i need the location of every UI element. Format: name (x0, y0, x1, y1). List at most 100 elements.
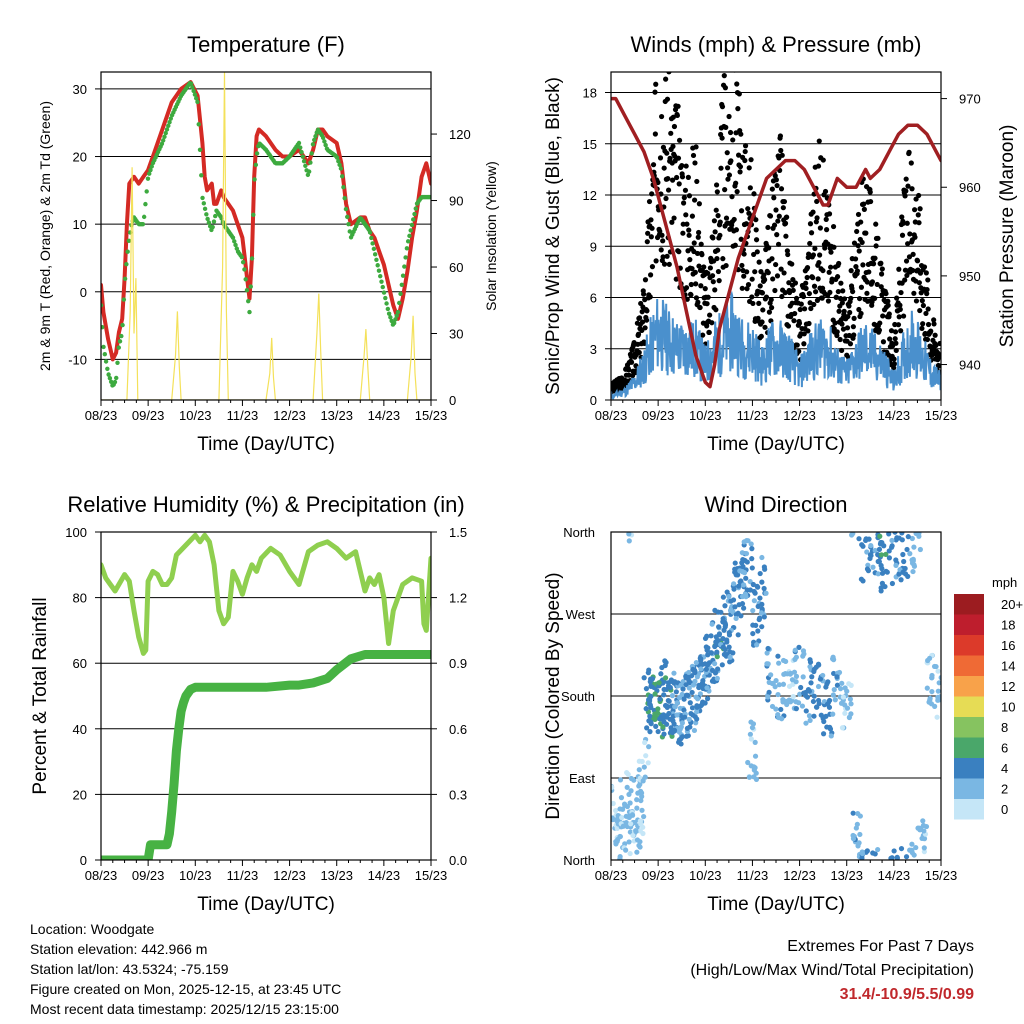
gust-point (688, 292, 694, 298)
direction-point (640, 830, 646, 837)
direction-point (757, 595, 763, 601)
gust-point (892, 329, 899, 335)
direction-point (932, 703, 938, 709)
direction-point (720, 594, 726, 600)
direction-point (749, 556, 755, 562)
gust-point (649, 191, 655, 197)
gust-point (896, 266, 902, 272)
direction-point (633, 828, 639, 834)
direction-point (750, 581, 756, 588)
dewpoint-point (124, 262, 129, 267)
direction-point (726, 630, 732, 636)
gust-point (707, 265, 713, 271)
speed-legend: mph 20+ 18 16 14 12 10 8 6 4 2 0 (954, 575, 1023, 820)
gust-point (912, 207, 918, 213)
gust-point (642, 325, 648, 331)
direction-point (690, 666, 696, 673)
gust-point (684, 296, 690, 302)
y2-tick-label: 0.3 (449, 787, 467, 802)
gust-point (938, 354, 941, 360)
gust-point (746, 165, 752, 171)
gust-point (683, 285, 690, 291)
gust-point (839, 300, 845, 306)
gust-point (660, 254, 666, 260)
direction-point (626, 839, 632, 845)
gust-point (736, 152, 742, 158)
gust-point (853, 263, 859, 270)
direction-point (778, 706, 784, 713)
x-tick-label: 11/23 (737, 408, 769, 423)
gust-point (680, 221, 686, 227)
gust-point (921, 264, 928, 270)
gust-point (810, 275, 816, 281)
dewpoint-point (193, 96, 199, 101)
direction-point (680, 686, 686, 692)
direction-point (613, 839, 619, 845)
direction-point (628, 788, 634, 794)
x-tick-label: 11/23 (227, 408, 259, 423)
gust-point (729, 194, 735, 200)
gust-point (652, 131, 658, 137)
legend-swatch (954, 696, 984, 717)
gust-point (781, 270, 787, 276)
gust-point (931, 317, 937, 323)
direction-point (731, 586, 737, 592)
chart-title: Wind Direction (704, 492, 847, 517)
gust-point (676, 249, 682, 255)
direction-point (872, 547, 878, 554)
direction-point (840, 694, 846, 700)
gust-point (719, 135, 725, 141)
gust-point (854, 228, 860, 235)
gust-point (856, 248, 862, 254)
gust-point (819, 295, 825, 301)
direction-point (875, 846, 881, 853)
direction-point (705, 662, 711, 668)
gust-point (810, 252, 817, 258)
x-tick-label: 10/23 (179, 408, 212, 423)
direction-point (625, 771, 631, 777)
direction-point (689, 689, 695, 696)
gust-point (742, 143, 749, 149)
solar-line (101, 72, 431, 400)
y-axis-label: Direction (Colored By Speed) (543, 572, 564, 819)
gust-point (902, 277, 908, 283)
wind-line (611, 290, 941, 400)
dewpoint-point (309, 151, 314, 156)
direction-point (669, 729, 676, 736)
y-tick-label: 0 (590, 393, 597, 408)
direction-point (634, 849, 640, 855)
y2-tick-label: 0.9 (449, 656, 467, 671)
gust-point (896, 314, 902, 320)
gust-point (705, 294, 711, 300)
direction-point (691, 727, 698, 734)
gust-point (897, 302, 903, 308)
gust-point (770, 276, 776, 282)
dewpoint-point (126, 238, 132, 244)
gust-point (858, 284, 865, 290)
direction-point (765, 694, 771, 700)
gust-point (797, 306, 803, 313)
gust-point (827, 289, 833, 296)
legend-swatch (954, 614, 984, 635)
direction-point (827, 726, 834, 732)
gust-point (916, 192, 922, 199)
gust-point (732, 242, 738, 248)
gust-point (671, 215, 677, 221)
gust-point (731, 216, 737, 223)
dewpoint-point (400, 273, 406, 278)
direction-point (793, 706, 799, 712)
x-axis-label: Time (Day/UTC) (197, 434, 335, 455)
gust-point (814, 297, 821, 303)
gust-point (666, 261, 672, 267)
direction-point (915, 825, 921, 831)
dewpoint-point (114, 375, 119, 381)
gust-point (898, 289, 904, 296)
gust-point (706, 329, 712, 336)
direction-point (825, 679, 831, 685)
x-tick-label: 08/23 (85, 408, 118, 423)
gust-point (885, 298, 891, 304)
direction-point (923, 823, 930, 830)
direction-point (776, 682, 782, 688)
gust-point (715, 213, 721, 219)
